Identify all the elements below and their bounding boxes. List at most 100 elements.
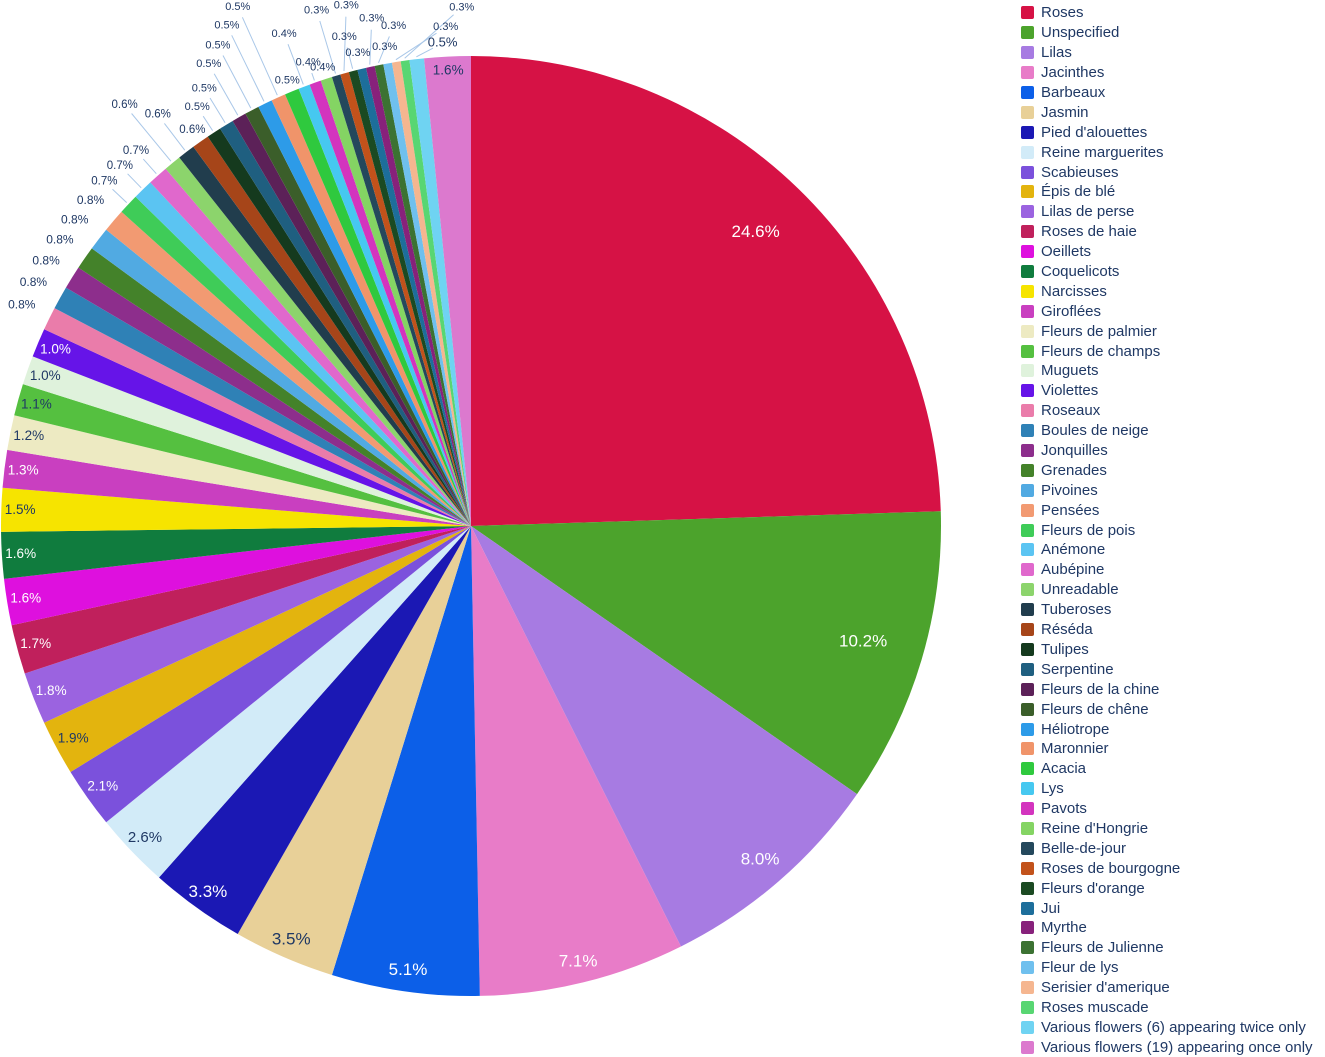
label-leader-line: [395, 32, 437, 61]
legend-swatch-icon: [1021, 26, 1034, 40]
legend-item-jonquilles: Jonquilles: [1021, 441, 1321, 461]
legend-item-serpentine: Serpentine: [1021, 659, 1321, 679]
legend-swatch-icon: [1021, 503, 1034, 517]
legend-item-epis-de-ble: Épis de blé: [1021, 182, 1321, 202]
label-leader-line: [142, 158, 157, 175]
pie-slice-maronnier: [271, 94, 471, 526]
pie-percent-label-reseda: 0.6%: [179, 124, 205, 136]
pie-percent-label-oeillets: 1.6%: [10, 591, 41, 606]
pie-slice-unspecified: [471, 511, 942, 795]
legend-item-fleurs-de-champs: Fleurs de champs: [1021, 341, 1321, 361]
legend-item-pied-d-alouettes: Pied d'alouettes: [1021, 122, 1321, 142]
legend-label: Roseaux: [1041, 402, 1101, 420]
legend-label: Aubépine: [1041, 561, 1105, 579]
legend-item-roses-de-bourgogne: Roses de bourgogne: [1021, 858, 1321, 878]
legend-label: Tuberoses: [1041, 601, 1112, 619]
pie-percent-label-various-flowers-6-appearing-twice-only: 0.5%: [428, 35, 458, 50]
legend-swatch-icon: [1021, 762, 1034, 776]
pie-slice-giroflees: [2, 449, 472, 526]
legend-swatch-icon: [1021, 384, 1034, 398]
pie-percent-label-jacinthes: 7.1%: [559, 951, 598, 970]
legend-label: Jonquilles: [1041, 442, 1108, 460]
legend-item-giroflees: Giroflées: [1021, 301, 1321, 321]
legend-swatch-icon: [1021, 802, 1034, 816]
legend-label: Roses de haie: [1041, 223, 1137, 241]
legend-swatch-icon: [1021, 603, 1034, 617]
legend-item-myrthe: Myrthe: [1021, 918, 1321, 938]
legend-swatch-icon: [1021, 881, 1034, 895]
pie-slice-roses-de-haie: [11, 526, 471, 674]
pie-slice-serpentine: [220, 120, 471, 526]
legend-label: Fleurs de la chine: [1041, 680, 1160, 698]
pie-slice-tulipes: [207, 128, 471, 526]
legend-label: Belle-de-jour: [1041, 839, 1127, 857]
pie-slice-oeillets: [3, 526, 471, 626]
legend-label: Fleurs de pois: [1041, 521, 1136, 539]
pie-slice-reine-d-hongrie: [320, 77, 471, 527]
legend-swatch-icon: [1021, 463, 1034, 477]
pie-slice-grenades: [78, 248, 471, 526]
legend-item-grenades: Grenades: [1021, 460, 1321, 480]
legend-label: Pivoines: [1041, 481, 1098, 499]
pie-percent-label-unspecified: 10.2%: [839, 632, 887, 651]
legend-item-barbeaux: Barbeaux: [1021, 83, 1321, 103]
pie-slice-roses-de-bourgogne: [340, 72, 471, 526]
legend-swatch-icon: [1021, 6, 1034, 20]
legend-label: Myrthe: [1041, 919, 1087, 937]
pie-slice-pavots: [309, 80, 471, 527]
legend-item-jui: Jui: [1021, 898, 1321, 918]
pie-percent-label-scabieuses: 2.1%: [87, 778, 118, 793]
legend-item-various-flowers-6-appearing-twice-only: Various flowers (6) appearing twice only: [1021, 1017, 1321, 1037]
pie-percent-label-reine-marguerites: 2.6%: [128, 829, 162, 846]
legend-label: Various flowers (6) appearing twice only: [1041, 1018, 1306, 1036]
pie-percent-label-pied-d-alouettes: 3.3%: [189, 882, 228, 901]
pie-percent-label-various-flowers-19-appearing-once-only: 1.6%: [433, 62, 464, 77]
legend-item-pensees: Pensées: [1021, 500, 1321, 520]
legend-swatch-icon: [1021, 841, 1034, 855]
pie-percent-label-lilas-de-perse: 1.8%: [36, 683, 67, 698]
label-leader-line: [319, 20, 336, 74]
legend-swatch-icon: [1021, 861, 1034, 875]
label-leader-line: [416, 47, 434, 58]
legend-item-lilas: Lilas: [1021, 43, 1321, 63]
pie-slice-coquelicots: [1, 526, 471, 579]
legend-label: Fleurs de chêne: [1041, 700, 1149, 718]
legend-label: Jui: [1041, 899, 1061, 917]
legend-item-pavots: Pavots: [1021, 799, 1321, 819]
pie-percent-label-fleurs-de-la-chine: 0.5%: [196, 58, 221, 70]
pie-slice-fleurs-de-palmier: [7, 415, 472, 526]
pie-percent-label-fleurs-de-pois: 0.7%: [91, 176, 117, 188]
legend-label: Narcisses: [1041, 282, 1107, 300]
legend-swatch-icon: [1021, 245, 1034, 259]
legend-item-roses-muscade: Roses muscade: [1021, 998, 1321, 1018]
pie-percent-label-pensees: 0.8%: [77, 193, 105, 207]
legend-label: Serisier d'amerique: [1041, 979, 1170, 997]
legend-label: Giroflées: [1041, 302, 1102, 320]
pie-percent-label-roses-muscade: 0.3%: [449, 1, 474, 13]
pie-slice-pensees: [106, 211, 472, 527]
label-leader-line: [202, 115, 214, 131]
legend-item-unreadable: Unreadable: [1021, 580, 1321, 600]
pie-slice-lys: [298, 84, 471, 526]
pie-percent-label-roseaux: 0.8%: [8, 297, 36, 311]
pie-slice-reine-marguerites: [106, 526, 472, 878]
legend-item-muguets: Muguets: [1021, 361, 1321, 381]
legend-label: Fleur de lys: [1041, 959, 1119, 977]
pie-slice-fleurs-de-julienne: [374, 64, 471, 526]
legend-label: Anémone: [1041, 541, 1106, 559]
label-leader-line: [241, 17, 278, 96]
pie-slice-various-flowers-6-appearing-twice-only: [409, 58, 471, 526]
pie-percent-label-serpentine: 0.5%: [192, 83, 217, 95]
legend-item-aubepine: Aubépine: [1021, 560, 1321, 580]
pie-percent-label-roses-de-haie: 1.7%: [20, 636, 51, 651]
pie-slice-jonquilles: [65, 267, 471, 526]
pie-slice-aubepine: [150, 168, 472, 526]
pie-percent-label-anemone: 0.7%: [107, 160, 133, 172]
legend-swatch-icon: [1021, 145, 1034, 159]
pie-percent-label-fleurs-de-palmier: 1.2%: [13, 428, 44, 443]
legend-item-lys: Lys: [1021, 779, 1321, 799]
legend-item-jacinthes: Jacinthes: [1021, 63, 1321, 83]
pie-slice-roses-muscade: [400, 60, 471, 527]
legend-label: Unreadable: [1041, 581, 1119, 599]
